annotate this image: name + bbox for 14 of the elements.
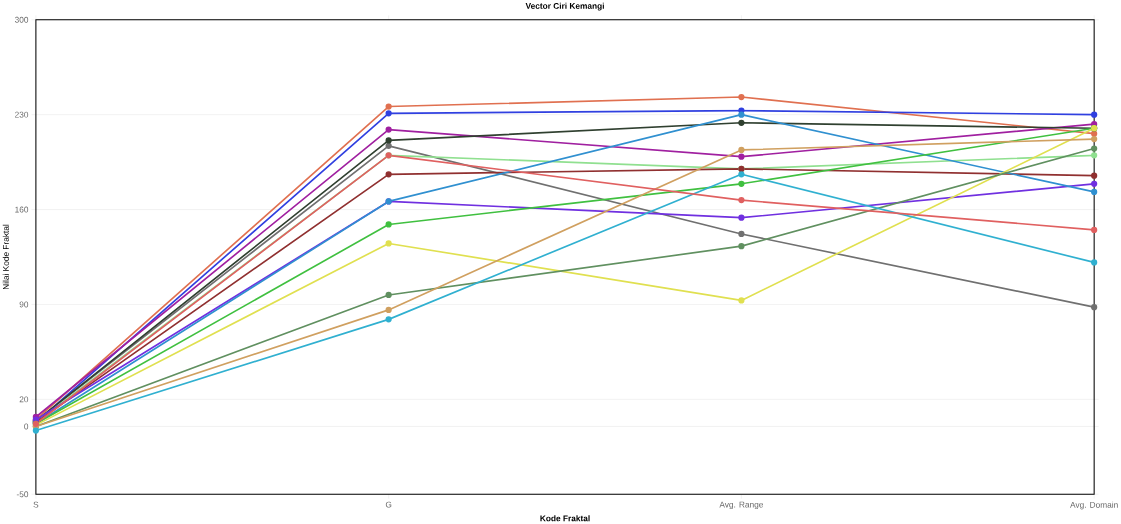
x-axis-title: Kode Fraktal — [540, 515, 590, 522]
x-tick-label: S — [33, 501, 39, 508]
y-tick-label: 90 — [19, 301, 29, 308]
y-tick-label: -50 — [16, 491, 29, 498]
y-tick-label: 230 — [15, 111, 29, 118]
x-tick-label: Avg. Range — [719, 501, 764, 510]
y-tick-label: 160 — [15, 206, 29, 213]
y-tick-label: 0 — [24, 423, 29, 430]
x-tick-label: Avg. Domain — [1070, 501, 1118, 510]
x-tick-label: G — [385, 501, 392, 508]
y-tick-label: 20 — [19, 396, 29, 403]
y-tick-label: 300 — [14, 16, 29, 23]
y-axis-title: Nilai Kode Fraktal — [2, 224, 9, 290]
chart-title: Vector Ciri Kemangi — [525, 2, 604, 11]
